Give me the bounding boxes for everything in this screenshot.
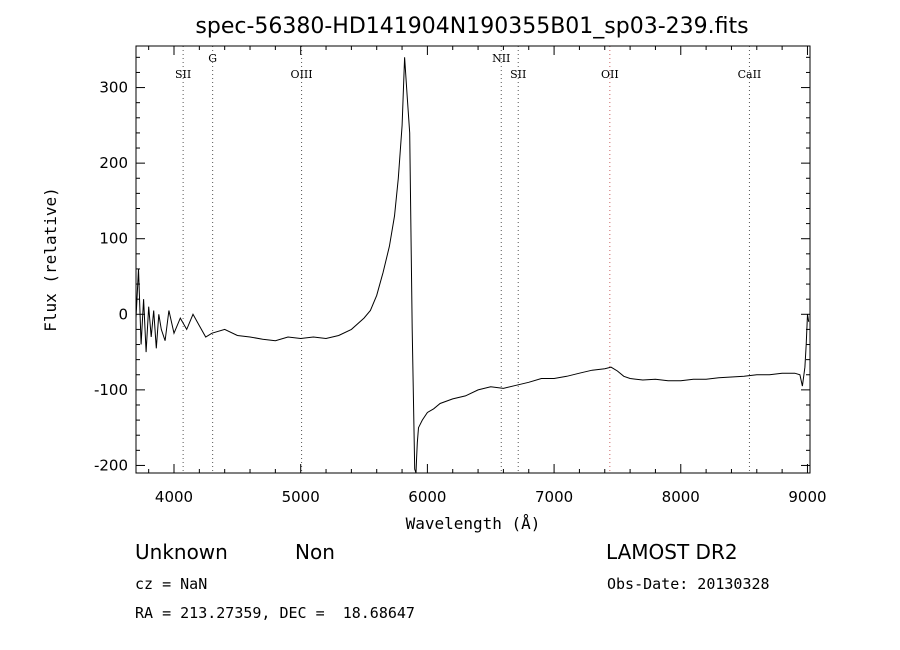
plot-frame — [135, 45, 811, 474]
line-marker-label: CaII — [738, 68, 762, 81]
x-tick-label: 8000 — [662, 488, 700, 506]
x-tick-label: 5000 — [282, 488, 320, 506]
x-tick-label: 4000 — [155, 488, 193, 506]
y-tick-label: 100 — [99, 230, 128, 248]
coordinates: RA = 213.27359, DEC = 18.68647 — [135, 604, 415, 622]
y-tick-label: 0 — [118, 305, 128, 323]
line-marker-label: SII — [175, 68, 191, 81]
line-marker-label: SII — [510, 68, 526, 81]
y-tick-label: 200 — [99, 154, 128, 172]
y-tick-label: -100 — [94, 381, 128, 399]
y-axis-label: Flux (relative) — [41, 187, 60, 332]
y-tick-label: -200 — [94, 456, 128, 474]
x-axis-label: Wavelength (Å) — [406, 514, 541, 533]
series-layer — [135, 57, 810, 474]
axis-ticks: 4000 5000 6000 7000 8000 9000 -200 -100 0 100 200 3… — [94, 46, 827, 506]
spectrum-series-line — [135, 57, 810, 474]
survey-label: LAMOST DR2 — [606, 540, 738, 564]
line-marker-label: OIII — [291, 68, 313, 81]
x-tick-label: 9000 — [788, 488, 826, 506]
y-tick-label: 300 — [99, 79, 128, 97]
x-tick-label: 6000 — [408, 488, 446, 506]
subclass-label: Non — [295, 540, 335, 564]
class-label: Unknown — [135, 540, 228, 564]
line-marker-label: G — [208, 52, 217, 65]
line-marker-label: OII — [601, 68, 619, 81]
x-tick-label: 7000 — [535, 488, 573, 506]
line-marker-label: NII — [492, 52, 510, 65]
obs-date: Obs-Date: 20130328 — [607, 575, 770, 593]
chart-title: spec-56380-HD141904N190355B01_sp03-239.f… — [195, 14, 748, 39]
cz-value: cz = NaN — [135, 575, 208, 593]
